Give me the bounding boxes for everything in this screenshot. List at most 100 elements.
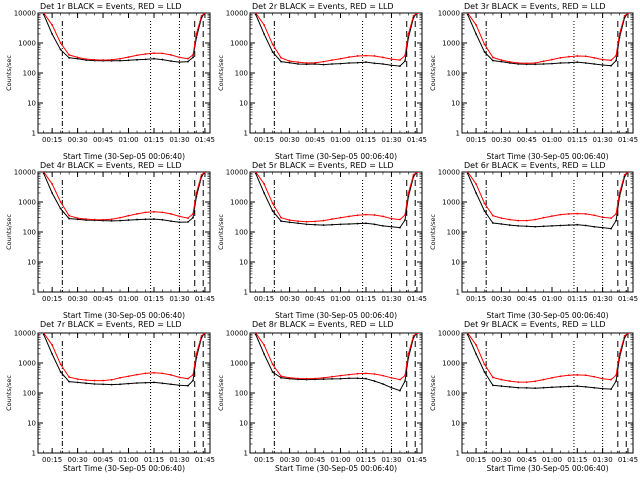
lld-point	[525, 381, 528, 384]
events-point	[412, 175, 415, 178]
lld-point	[85, 379, 87, 381]
events-point	[280, 60, 283, 63]
x-axis-title: Start Time (30-Sep-05 00:06:40)	[63, 464, 185, 473]
lld-point	[593, 214, 596, 217]
y-tick-label: 100	[447, 70, 460, 78]
x-tick-label: 01:30	[169, 136, 189, 144]
events-point	[144, 381, 147, 384]
x-tick-label: 01:45	[195, 295, 215, 303]
y-tick-label: 10	[451, 420, 460, 428]
events-point	[475, 353, 477, 355]
lld-point	[475, 183, 477, 185]
lld-point	[192, 374, 194, 376]
x-tick-label: 00:45	[305, 136, 325, 144]
x-tick-label: 01:00	[330, 295, 350, 303]
events-point	[567, 61, 570, 64]
lld-point	[161, 211, 164, 214]
plot-frame	[249, 12, 423, 134]
lld-line	[43, 13, 206, 61]
lld-point	[348, 56, 350, 58]
y-tick-label: 100	[235, 390, 248, 398]
lld-point	[584, 374, 587, 377]
lld-point	[483, 363, 486, 366]
events-point	[127, 219, 130, 221]
plot-frame	[461, 171, 634, 293]
lld-point	[110, 378, 113, 381]
events-point	[59, 48, 62, 51]
lld-point	[615, 54, 618, 57]
y-tick-label: 10000	[438, 330, 460, 338]
y-tick-label: 10000	[226, 10, 248, 18]
plot-area	[254, 13, 418, 67]
lld-point	[584, 213, 587, 215]
events-point	[390, 386, 393, 389]
lld-point	[204, 172, 206, 173]
y-tick-label: 10000	[438, 169, 460, 177]
events-point	[525, 386, 528, 389]
lld-point	[618, 33, 621, 35]
events-point	[119, 219, 121, 222]
events-point	[153, 57, 155, 60]
lld-point	[508, 380, 511, 382]
lld-point	[618, 192, 621, 194]
x-tick-label: 00:15	[42, 456, 62, 464]
x-tick-label: 01:15	[567, 136, 587, 144]
lld-point	[615, 374, 618, 377]
panel-title: Det 6r BLACK = Events, RED = LLD	[464, 161, 606, 170]
events-point	[170, 60, 172, 62]
lld-point	[559, 375, 562, 378]
events-point	[339, 377, 342, 380]
lld-point	[170, 54, 172, 56]
lld-point	[534, 62, 537, 64]
lld-point	[390, 376, 393, 379]
lld-point	[144, 53, 147, 55]
lld-line	[255, 13, 418, 64]
plot-area	[42, 172, 206, 224]
lld-point	[192, 54, 194, 56]
lld-point	[178, 215, 181, 218]
events-point	[297, 222, 299, 225]
events-point	[407, 356, 410, 359]
events-point	[610, 388, 612, 390]
events-point	[399, 226, 401, 229]
y-tick-label: 10000	[438, 10, 460, 18]
lld-point	[601, 377, 604, 380]
events-point	[365, 377, 367, 380]
lld-point	[288, 376, 291, 379]
panel-det-8r: Det 8r BLACK = Events, RED = LLD 1 10 100 10…	[217, 320, 427, 473]
events-point	[119, 383, 121, 386]
lld-point	[475, 24, 477, 26]
lld-point	[500, 378, 503, 381]
events-point	[331, 378, 333, 380]
lld-point	[331, 375, 333, 378]
events-point	[195, 195, 198, 198]
lld-point	[399, 378, 401, 381]
y-tick-label: 10	[239, 420, 248, 428]
y-tick-label: 1000	[230, 40, 248, 48]
plot-frame	[461, 332, 634, 454]
events-point	[492, 384, 494, 387]
lld-point	[200, 335, 203, 337]
plot-area	[254, 172, 418, 229]
events-point	[508, 224, 511, 226]
events-point	[623, 175, 626, 178]
events-point	[390, 225, 393, 228]
events-point	[110, 383, 113, 386]
events-point	[178, 384, 181, 387]
x-tick-label: 00:45	[517, 456, 537, 464]
lld-point	[161, 52, 164, 55]
panel-det-6r: Det 6r BLACK = Events, RED = LLD 1 10 100 10…	[429, 161, 638, 320]
lld-point	[517, 381, 520, 384]
x-tick-label: 01:30	[593, 136, 613, 144]
events-line	[467, 172, 629, 230]
events-point	[68, 56, 71, 59]
y-tick-label: 10	[239, 100, 248, 108]
events-point	[483, 210, 486, 212]
events-point	[263, 192, 266, 194]
panel-det-4r: Det 4r BLACK = Events, RED = LLD 1 10 100 10…	[5, 161, 215, 320]
events-point	[356, 61, 359, 64]
lld-point	[263, 24, 266, 26]
plot-frame	[37, 171, 211, 293]
events-point	[76, 381, 79, 384]
lld-point	[466, 172, 469, 173]
